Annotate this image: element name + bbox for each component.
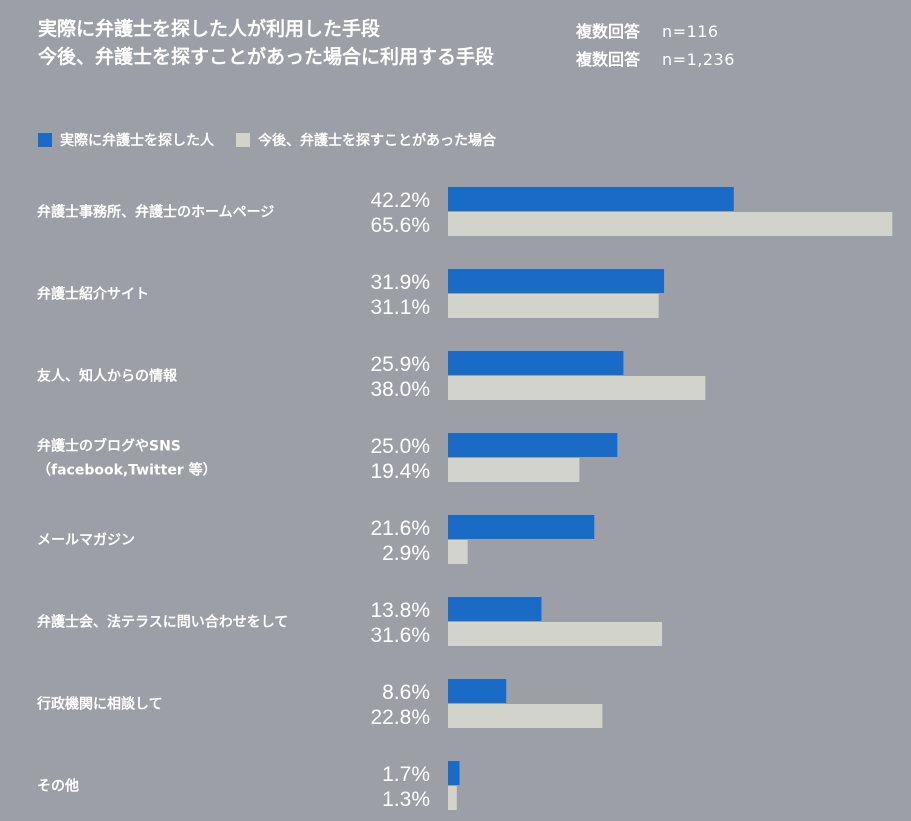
value-label: 2.9% bbox=[382, 542, 430, 565]
bar-future bbox=[448, 212, 893, 236]
value-label: 25.9% bbox=[370, 353, 430, 376]
legend-item-actual: 実際に弁護士を探した人 bbox=[38, 130, 214, 150]
value-label: 65.6% bbox=[370, 214, 430, 237]
legend-swatch-actual bbox=[38, 133, 52, 147]
value-label: 22.8% bbox=[370, 706, 430, 729]
category-label: 行政機関に相談して bbox=[36, 696, 163, 713]
value-label: 31.1% bbox=[370, 296, 430, 319]
title-meta-1: 複数回答 n=116 bbox=[576, 18, 719, 42]
category-label: 弁護士紹介サイト bbox=[37, 286, 149, 303]
bar-actual bbox=[448, 515, 595, 539]
bar-actual bbox=[448, 679, 507, 703]
value-label: 31.6% bbox=[370, 624, 430, 647]
value-label: 1.7% bbox=[382, 763, 430, 786]
category-label: 弁護士会、法テラスに問い合わせをして bbox=[37, 614, 288, 631]
legend-label-actual: 実際に弁護士を探した人 bbox=[60, 133, 214, 149]
category-label: 弁護士事務所、弁護士のホームページ bbox=[37, 204, 274, 221]
legend-label-future: 今後、弁護士を探すことがあった場合 bbox=[258, 133, 496, 149]
value-label: 13.8% bbox=[370, 599, 430, 622]
answer-type-2: 複数回答 bbox=[576, 50, 641, 69]
value-label: 25.0% bbox=[370, 435, 430, 458]
bar-future bbox=[448, 786, 457, 810]
category-label: 弁護士のブログやSNS bbox=[37, 438, 181, 455]
bar-actual bbox=[448, 433, 618, 457]
value-label: 21.6% bbox=[370, 517, 430, 540]
title-meta-2: 複数回答 n=1,236 bbox=[576, 46, 735, 70]
answer-type-1: 複数回答 bbox=[576, 22, 641, 41]
bar-actual bbox=[448, 187, 734, 211]
bar-future bbox=[448, 704, 603, 728]
value-label: 38.0% bbox=[370, 378, 430, 401]
bar-actual bbox=[448, 351, 624, 375]
value-label: 1.3% bbox=[382, 788, 430, 811]
title-line-2: 今後、弁護士を探すことがあった場合に利用する手段 bbox=[38, 46, 495, 68]
sample-size-1: n=116 bbox=[662, 22, 719, 41]
bar-future bbox=[448, 458, 580, 482]
sample-size-2: n=1,236 bbox=[662, 50, 735, 69]
title-line-1: 実際に弁護士を探した人が利用した手段 bbox=[38, 18, 381, 40]
bar-actual bbox=[448, 761, 460, 785]
category-label: 友人、知人からの情報 bbox=[37, 368, 178, 385]
value-label: 42.2% bbox=[370, 189, 430, 212]
value-label: 19.4% bbox=[370, 460, 430, 483]
bar-future bbox=[448, 540, 468, 564]
category-label: その他 bbox=[37, 778, 79, 795]
bar-future bbox=[448, 294, 659, 318]
legend-item-future: 今後、弁護士を探すことがあった場合 bbox=[236, 130, 496, 150]
bar-actual bbox=[448, 597, 542, 621]
bar-future bbox=[448, 376, 706, 400]
bar-future bbox=[448, 622, 663, 646]
legend: 実際に弁護士を探した人 今後、弁護士を探すことがあった場合 bbox=[38, 130, 518, 150]
category-label: メールマガジン bbox=[37, 533, 135, 549]
bar-actual bbox=[448, 269, 665, 293]
value-label: 8.6% bbox=[382, 681, 430, 704]
legend-swatch-future bbox=[236, 133, 250, 147]
value-label: 31.9% bbox=[370, 271, 430, 294]
category-label: （facebook,Twitter 等） bbox=[37, 462, 217, 479]
